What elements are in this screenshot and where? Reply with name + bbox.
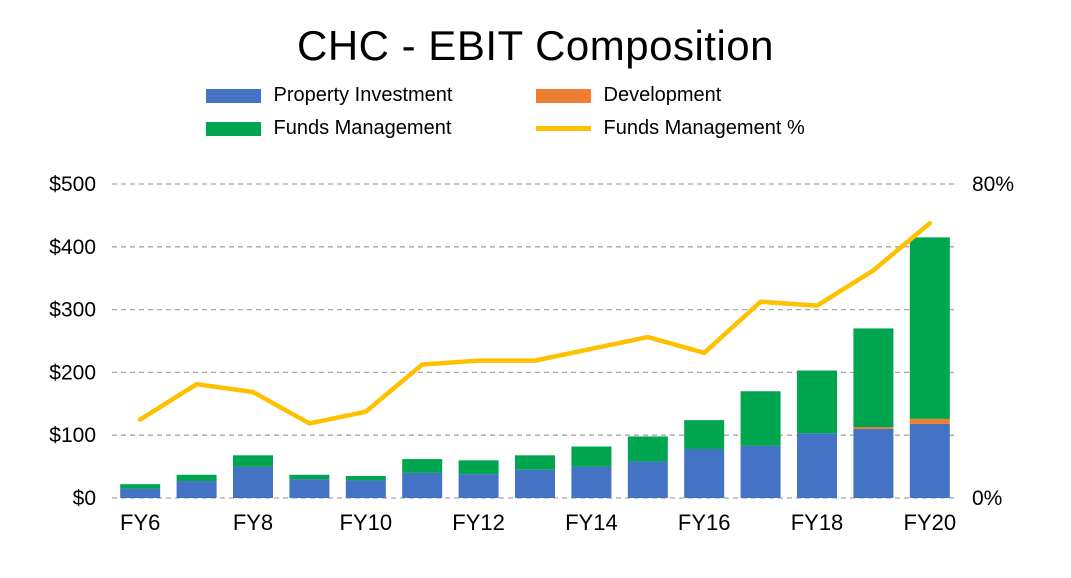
bar-segment-property-investment-fy17 xyxy=(740,445,781,498)
chart-canvas: $0 $100 $200 $300 $400 $500 0% 80% FY6 FY8 FY10 FY1… xyxy=(49,173,1014,535)
bar-segment-funds-management-fy12 xyxy=(458,460,499,475)
right-axis-tick-0: 0% xyxy=(972,487,1002,510)
x-axis-tick-fy10: FY10 xyxy=(340,510,393,535)
bar-segment-funds-management-fy17 xyxy=(740,391,781,446)
x-axis-tick-fy16: FY16 xyxy=(678,510,731,535)
right-axis-tick-80: 80% xyxy=(972,173,1014,196)
x-axis-tick-fy12: FY12 xyxy=(452,510,505,535)
bar-segment-funds-management-fy7 xyxy=(176,474,217,482)
bar-segment-funds-management-fy18 xyxy=(797,370,837,434)
left-axis-tick-300: $300 xyxy=(49,299,96,322)
x-axis-tick-fy18: FY18 xyxy=(791,510,844,535)
legend-swatch-funds-management xyxy=(535,126,591,131)
bar-segment-property-investment-fy10 xyxy=(345,480,386,498)
bar-segment-property-investment-fy6 xyxy=(120,488,161,498)
x-axis-tick-fy8: FY8 xyxy=(233,510,273,535)
bar-segment-property-investment-fy9 xyxy=(289,479,330,498)
bar-segment-property-investment-fy16 xyxy=(684,449,725,498)
legend-label-property-investment: Property Investment xyxy=(273,84,453,106)
legend-item-funds-management: Funds Management % xyxy=(535,117,866,140)
x-axis-tick-fy14: FY14 xyxy=(565,510,618,535)
legend: Property Investment Development Funds Mana… xyxy=(0,84,1071,140)
bar-segment-development-fy19 xyxy=(853,427,894,429)
bar-segment-funds-management-fy14 xyxy=(571,446,612,467)
bar-segment-property-investment-fy15 xyxy=(627,461,668,498)
left-axis-tick-0: $0 xyxy=(73,487,96,510)
x-axis-tick-fy20: FY20 xyxy=(904,510,957,535)
legend-item-funds-management: Funds Management xyxy=(205,117,536,140)
bar-segment-development-fy20 xyxy=(909,418,950,424)
bar-segment-funds-management-fy9 xyxy=(289,474,330,480)
legend-item-development: Development xyxy=(535,84,866,107)
left-axis-tick-400: $400 xyxy=(49,236,96,259)
bar-segment-property-investment-fy12 xyxy=(458,474,499,498)
bar-segment-property-investment-fy13 xyxy=(515,469,555,498)
legend-item-property-investment: Property Investment xyxy=(205,84,536,107)
bar-segment-funds-management-fy15 xyxy=(627,436,668,462)
bar-segment-funds-management-fy16 xyxy=(684,420,725,450)
bar-segment-funds-management-fy6 xyxy=(120,484,161,489)
left-axis-tick-200: $200 xyxy=(49,361,96,384)
bar-segment-funds-management-fy11 xyxy=(402,459,443,473)
chart-title: CHC - EBIT Composition xyxy=(296,22,775,69)
bar-segment-property-investment-fy8 xyxy=(233,466,273,498)
legend-swatch-development xyxy=(535,88,591,103)
bar-segment-funds-management-fy8 xyxy=(233,455,273,467)
legend-swatch-funds-management xyxy=(205,121,261,136)
bar-segment-funds-management-fy20 xyxy=(909,237,950,419)
legend-label-development: Development xyxy=(603,84,722,106)
bar-segment-funds-management-fy13 xyxy=(515,455,555,470)
legend-label-funds-management: Funds Management % xyxy=(603,117,805,139)
bar-segment-property-investment-fy7 xyxy=(176,481,217,498)
x-axis-tick-fy6: FY6 xyxy=(120,510,160,535)
bar-segment-property-investment-fy20 xyxy=(909,423,950,498)
legend-label-funds-management: Funds Management xyxy=(273,117,452,139)
left-axis-tick-100: $100 xyxy=(49,424,96,447)
legend-swatch-property-investment xyxy=(205,88,261,103)
bar-segment-property-investment-fy11 xyxy=(402,472,443,498)
bar-segment-property-investment-fy14 xyxy=(571,466,612,498)
left-axis-tick-500: $500 xyxy=(49,173,96,196)
bar-segment-funds-management-fy10 xyxy=(345,476,386,481)
line-funds-management xyxy=(137,221,933,426)
bar-segment-property-investment-fy18 xyxy=(797,433,837,498)
bar-segment-funds-management-fy19 xyxy=(853,328,894,428)
bar-segment-property-investment-fy19 xyxy=(853,428,894,498)
